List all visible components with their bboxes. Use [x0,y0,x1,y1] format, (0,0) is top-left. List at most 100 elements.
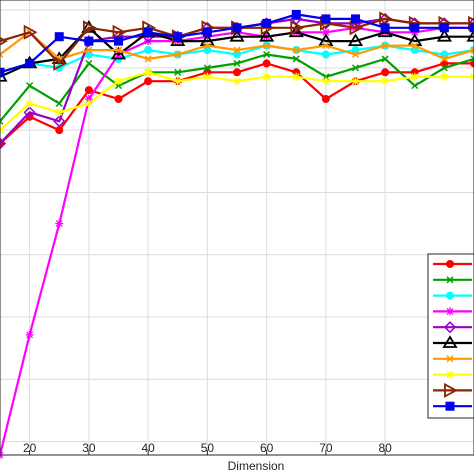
data-point [114,95,123,103]
x-tick-label: 20 [23,441,37,455]
legend-entry [433,401,472,411]
legend-entry [433,260,472,268]
data-point [55,219,64,228]
data-point [436,28,452,42]
data-point [446,291,454,300]
data-point [110,46,127,60]
data-point [321,28,330,37]
data-point [445,401,455,411]
data-point [321,95,330,103]
data-point [26,82,34,90]
legend-entry [433,335,472,348]
data-point [55,99,63,107]
data-point [442,335,458,348]
data-point [440,55,448,63]
data-point [263,42,271,50]
data-point [410,23,420,33]
data-point [292,55,300,63]
data-point [411,82,419,90]
x-tick-label: 80 [378,441,392,455]
data-point [470,46,474,54]
data-point [0,50,4,59]
data-point [321,77,330,86]
x-tick-label: 70 [319,441,333,455]
data-point [467,17,474,30]
data-point [381,77,390,86]
data-point [114,46,123,54]
series-8 [0,68,474,135]
data-point [288,24,304,38]
data-point [84,36,94,46]
data-point [144,77,153,86]
data-point [379,11,394,27]
data-point [469,23,474,33]
series-10 [0,9,474,77]
data-point [112,24,127,40]
data-point [233,46,241,54]
data-point [322,42,330,50]
data-point [468,15,474,31]
data-point [381,55,389,63]
data-point [25,58,35,68]
data-point [233,77,241,86]
data-point [85,59,93,67]
data-point [82,20,97,36]
data-point [53,115,66,128]
legend-entry [433,276,472,284]
plot-frame [0,0,474,456]
x-tick-labels: 20 30 40 50 60 70 80 [23,441,392,455]
data-point [144,55,152,63]
data-point [351,77,360,86]
data-point [173,32,183,42]
data-point [233,59,241,67]
data-point [439,23,449,33]
data-point [203,42,211,50]
data-point [203,64,211,72]
data-point [84,99,93,108]
data-point [85,46,93,54]
data-point [466,28,474,42]
data-point [23,106,36,119]
series-7 [0,28,474,63]
series-2 [0,50,474,125]
data-point [410,72,419,81]
data-point [0,117,4,125]
data-point [173,77,182,86]
data-point [349,20,364,36]
data-point [440,64,448,72]
data-point [321,14,331,24]
data-point [351,50,360,59]
data-point [292,72,301,81]
data-point [174,68,182,76]
legend-entry [433,307,472,316]
data-point [291,9,301,19]
data-point [84,95,93,103]
data-point [262,18,272,28]
data-point [444,382,458,398]
data-point [55,126,64,135]
data-point [23,24,38,40]
legend-entry [433,382,472,398]
data-point [143,27,153,37]
data-point [446,307,454,316]
data-point [174,50,182,59]
data-point [440,72,449,81]
data-point [446,355,454,363]
legend-entry [433,321,472,334]
x-tick-label: 50 [201,441,215,455]
legend-entry [433,291,472,300]
data-point [55,108,64,117]
data-point [446,276,454,284]
legend-entry [433,355,472,363]
data-point [470,55,474,63]
data-point [443,321,457,334]
legend-entry [433,370,472,379]
data-point [0,67,5,77]
data-point [351,64,360,72]
data-point [262,72,271,81]
series-group [0,9,474,459]
data-point [53,55,68,71]
x-axis-label: Dimension [228,459,285,473]
data-point [144,68,153,77]
